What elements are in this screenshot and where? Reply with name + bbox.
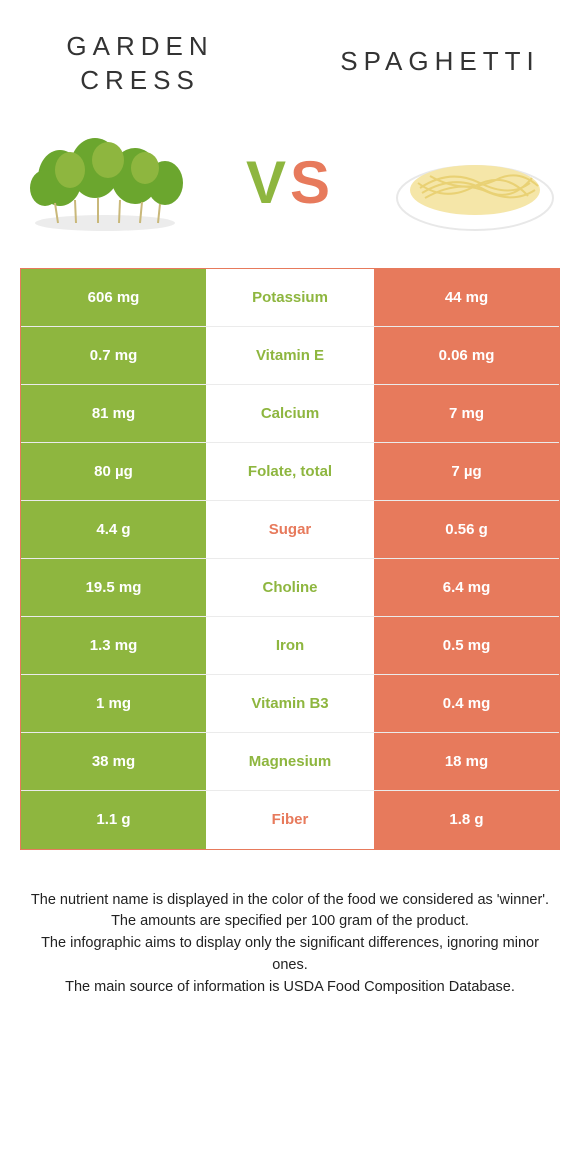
footer-line2: The amounts are specified per 100 gram o… — [30, 911, 550, 933]
cell-nutrient-name: Vitamin E — [206, 327, 374, 384]
cell-left-value: 1.3 mg — [21, 617, 206, 674]
footer-line1: The nutrient name is displayed in the co… — [30, 890, 550, 912]
cell-nutrient-name: Fiber — [206, 791, 374, 849]
cell-nutrient-name: Calcium — [206, 385, 374, 442]
food-name-right: SPAGHETTI — [340, 45, 540, 79]
vs-v: V — [246, 149, 290, 216]
cell-left-value: 81 mg — [21, 385, 206, 442]
cell-nutrient-name: Potassium — [206, 269, 374, 326]
cell-left-value: 606 mg — [21, 269, 206, 326]
vs-label: VS — [246, 148, 334, 217]
cress-icon — [20, 128, 190, 238]
cell-nutrient-name: Iron — [206, 617, 374, 674]
cell-nutrient-name: Choline — [206, 559, 374, 616]
cell-right-value: 7 µg — [374, 443, 559, 500]
cell-nutrient-name: Sugar — [206, 501, 374, 558]
table-row: 38 mgMagnesium18 mg — [21, 733, 559, 791]
cell-right-value: 1.8 g — [374, 791, 559, 849]
cell-nutrient-name: Magnesium — [206, 733, 374, 790]
vs-s: S — [290, 149, 334, 216]
cell-nutrient-name: Folate, total — [206, 443, 374, 500]
cell-left-value: 19.5 mg — [21, 559, 206, 616]
cell-right-value: 18 mg — [374, 733, 559, 790]
cell-right-value: 0.56 g — [374, 501, 559, 558]
table-row: 80 µgFolate, total7 µg — [21, 443, 559, 501]
table-row: 1 mgVitamin B30.4 mg — [21, 675, 559, 733]
table-row: 4.4 gSugar0.56 g — [21, 501, 559, 559]
footer-line3: The infographic aims to display only the… — [30, 933, 550, 977]
cell-right-value: 6.4 mg — [374, 559, 559, 616]
table-row: 1.3 mgIron0.5 mg — [21, 617, 559, 675]
table-row: 1.1 gFiber1.8 g — [21, 791, 559, 849]
cell-nutrient-name: Vitamin B3 — [206, 675, 374, 732]
cell-right-value: 0.06 mg — [374, 327, 559, 384]
cell-right-value: 0.4 mg — [374, 675, 559, 732]
cell-right-value: 44 mg — [374, 269, 559, 326]
table-row: 0.7 mgVitamin E0.06 mg — [21, 327, 559, 385]
food-title-left: GARDEN CRESS — [40, 30, 240, 98]
spaghetti-icon — [390, 128, 560, 238]
nutrient-table: 606 mgPotassium44 mg0.7 mgVitamin E0.06 … — [20, 268, 560, 850]
cell-right-value: 7 mg — [374, 385, 559, 442]
food-image-left — [20, 128, 190, 238]
cell-left-value: 1 mg — [21, 675, 206, 732]
cell-left-value: 0.7 mg — [21, 327, 206, 384]
table-row: 81 mgCalcium7 mg — [21, 385, 559, 443]
food-title-right: SPAGHETTI — [340, 30, 540, 98]
food-image-right — [390, 128, 560, 238]
footer-notes: The nutrient name is displayed in the co… — [0, 850, 580, 999]
table-row: 606 mgPotassium44 mg — [21, 269, 559, 327]
cell-left-value: 38 mg — [21, 733, 206, 790]
cell-left-value: 4.4 g — [21, 501, 206, 558]
food-name-left-line2: CRESS — [40, 64, 240, 98]
table-row: 19.5 mgCholine6.4 mg — [21, 559, 559, 617]
header: GARDEN CRESS SPAGHETTI — [0, 0, 580, 118]
cell-left-value: 1.1 g — [21, 791, 206, 849]
footer-line4: The main source of information is USDA F… — [30, 977, 550, 999]
cell-right-value: 0.5 mg — [374, 617, 559, 674]
food-name-left-line1: GARDEN — [40, 30, 240, 64]
cell-left-value: 80 µg — [21, 443, 206, 500]
vs-row: VS — [0, 118, 580, 268]
